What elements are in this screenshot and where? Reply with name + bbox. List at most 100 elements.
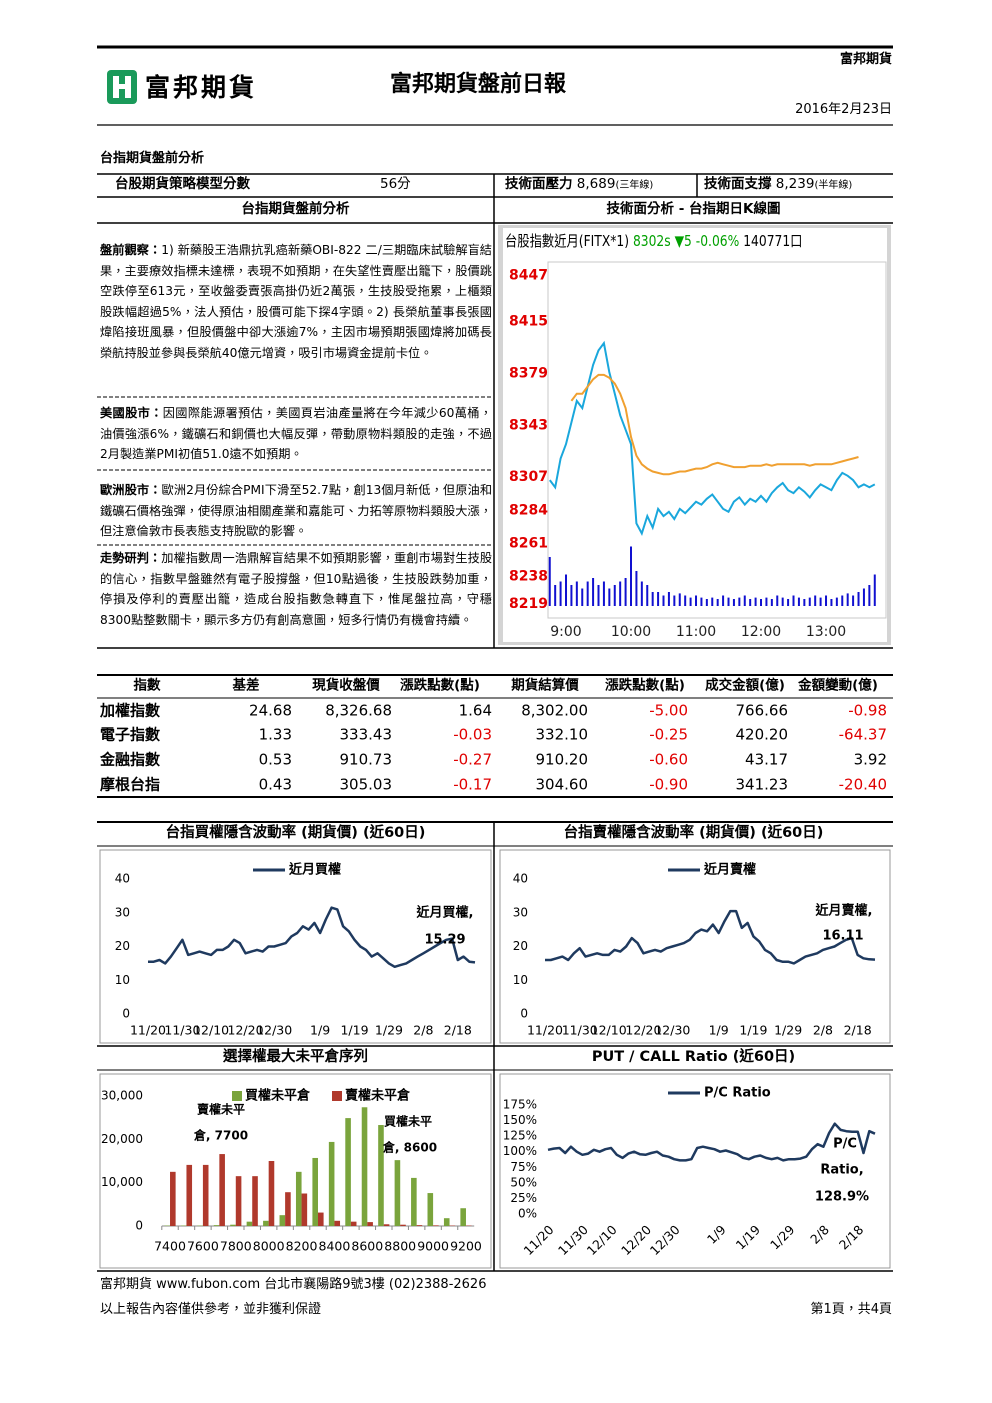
x-tick-label: 11/30 [555, 1222, 591, 1258]
y-tick-label: 25% [510, 1191, 537, 1205]
x-tick-label: 12/20 [228, 1023, 264, 1038]
bar [230, 1224, 236, 1226]
bar [345, 1118, 351, 1226]
volume-bar [711, 597, 714, 606]
table-cell: 1.33 [258, 725, 292, 744]
x-tick-label: 7400 [154, 1239, 186, 1254]
volume-bar [673, 595, 676, 606]
bar [295, 1171, 302, 1226]
x-tick-label: 11/30 [164, 1023, 200, 1038]
bar [170, 1171, 176, 1226]
volume-bar [597, 585, 600, 606]
annotation: P/C [833, 1137, 857, 1152]
x-tick-label: 1/19 [340, 1023, 368, 1038]
quote-name: 台股指數近月(FITX*1) [505, 232, 630, 250]
footer-disclaimer: 以上報告內容僅供參考，並非獲利保證 [100, 1302, 322, 1317]
bar [186, 1164, 193, 1226]
x-tick-label: 12:00 [741, 624, 781, 640]
bar [383, 1224, 390, 1226]
y-tick-label: 75% [510, 1160, 537, 1174]
volume-bar [835, 597, 838, 606]
paragraph-label: 走勢研判： [100, 551, 162, 565]
quote-price: 8302s [632, 232, 671, 250]
volume-bar [792, 595, 795, 606]
quote-change: ▼5 -0.06% [674, 232, 740, 250]
chart-title: 選擇權最大未平倉序列 [223, 1049, 368, 1065]
bar [334, 1220, 341, 1226]
y-tick-label: 8379 [509, 365, 548, 381]
bar [427, 1193, 434, 1226]
x-tick-label: 2/18 [444, 1023, 472, 1038]
bar [219, 1154, 225, 1226]
bar [416, 1225, 423, 1226]
table-cell: -0.60 [649, 750, 688, 769]
x-tick-label: 12/10 [591, 1023, 627, 1038]
series-line [148, 906, 476, 969]
table-cell: 910.73 [339, 750, 393, 769]
bar [367, 1222, 373, 1226]
volume-bar [619, 581, 622, 606]
plot-border [547, 261, 887, 619]
analysis-paragraph: 美國股市：因國際能源署預估，美國頁岩油產量將在今年減少60萬桶，油價強漲6%，鐵… [100, 403, 492, 465]
volume-bar [841, 595, 844, 606]
volume-bar [749, 599, 752, 606]
bar [213, 1225, 220, 1226]
volume-bar [787, 599, 790, 606]
table-cell: -64.37 [838, 725, 887, 744]
y-tick-label: 175% [503, 1098, 537, 1112]
volume-bar [705, 599, 708, 606]
y-tick-label: 20,000 [101, 1132, 143, 1146]
x-tick-label: 1/29 [774, 1023, 802, 1038]
volume-bar [754, 597, 757, 606]
bar [318, 1212, 324, 1226]
y-tick-label: 8447 [509, 268, 548, 284]
x-tick-label: 7600 [187, 1239, 219, 1254]
resistance-note: (三年線) [615, 180, 654, 191]
y-tick-label: 8261 [509, 535, 548, 551]
volume-bar [732, 599, 735, 606]
y-tick-label: 8219 [509, 596, 548, 612]
y-tick-label: 20 [115, 939, 130, 953]
x-tick-label: 2/8 [813, 1023, 833, 1038]
x-tick-label: 11/20 [521, 1222, 557, 1258]
volume-bar [554, 585, 557, 606]
logo [107, 70, 137, 104]
volume-bar [781, 597, 784, 606]
paragraph-label: 美國股市： [100, 406, 163, 420]
y-tick-label: 30 [513, 905, 528, 919]
y-tick-label: 10,000 [101, 1175, 143, 1189]
y-tick-label: 0% [518, 1207, 537, 1221]
x-tick-label: 11:00 [676, 624, 716, 640]
quote-volume: 140771口 [743, 232, 803, 250]
y-tick-label: 150% [503, 1113, 537, 1127]
volume-bar [662, 595, 665, 606]
support: 技術面支撐 8,239(半年線) [704, 177, 852, 192]
chart-frame [499, 1073, 891, 1269]
x-tick-label: 7800 [220, 1239, 252, 1254]
volume-bar [700, 597, 703, 606]
logo-icon-part [113, 84, 131, 89]
volume-bar [873, 574, 876, 606]
footer-contact: 富邦期貨 www.fubon.com 台北市襄陽路9號3樓 (02)2388-2… [100, 1277, 487, 1292]
series-line [545, 909, 876, 965]
annotation: 賣權未平 [196, 1102, 245, 1117]
volume-bar [852, 595, 855, 606]
volume-bar [630, 546, 633, 606]
x-tick-label: 2/8 [807, 1222, 832, 1247]
x-tick-label: 8800 [384, 1239, 416, 1254]
data-label: 16.11 [822, 929, 863, 944]
table-cell: -5.00 [649, 701, 688, 720]
chart-frame [99, 849, 492, 1044]
bar [202, 1164, 209, 1226]
footer-page: 第1頁，共4頁 [810, 1302, 892, 1317]
report-title: 富邦期貨盤前日報 [390, 72, 567, 97]
x-tick-label: 12/20 [625, 1023, 661, 1038]
volume-bar [765, 597, 768, 606]
bar [378, 1125, 384, 1226]
y-tick-label: 30 [115, 905, 130, 919]
volume-bar [727, 597, 730, 606]
bar [394, 1160, 401, 1226]
brand-top: 富邦期貨 [839, 52, 892, 67]
y-tick-label: 0 [122, 1007, 130, 1021]
legend-swatch [332, 1091, 342, 1101]
